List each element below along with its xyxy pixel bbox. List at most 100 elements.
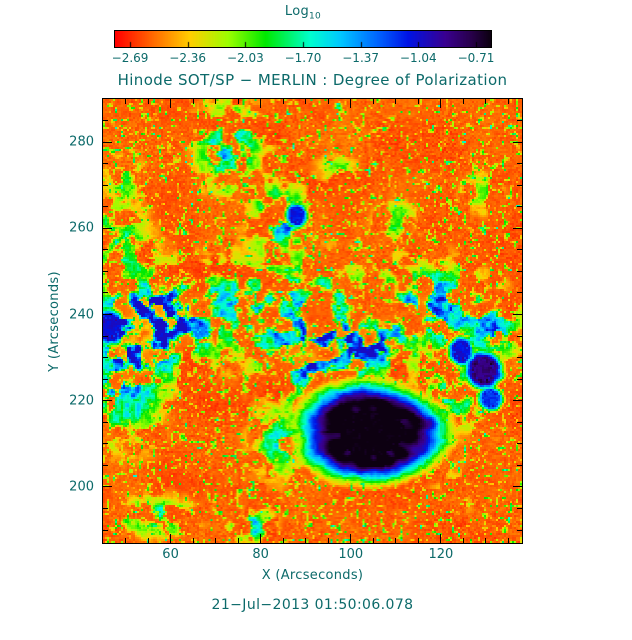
axis-tick <box>417 99 419 104</box>
axis-tick <box>103 292 108 294</box>
axis-tick <box>192 99 194 104</box>
axis-tick <box>103 400 112 402</box>
axis-tick <box>517 206 522 208</box>
colorbar-gradient <box>114 30 492 48</box>
axis-tick <box>327 538 329 543</box>
timestamp: 21−Jul−2013 01:50:06.078 <box>211 597 414 613</box>
x-tick-label: 120 <box>428 547 454 562</box>
axis-tick <box>103 249 108 251</box>
axis-tick <box>125 99 127 104</box>
axis-tick <box>517 163 522 165</box>
axis-tick <box>260 99 262 108</box>
axis-tick <box>517 421 522 423</box>
axis-tick <box>513 141 522 143</box>
axis-tick <box>103 443 108 445</box>
axis-tick <box>103 378 108 380</box>
axis-tick <box>237 99 239 104</box>
axis-tick <box>462 99 464 104</box>
y-tick-label: 280 <box>69 134 94 150</box>
axis-tick <box>517 249 522 251</box>
axis-tick <box>462 538 464 543</box>
axis-tick <box>513 400 522 402</box>
axis-tick <box>147 99 149 104</box>
axis-ticks-layer <box>103 99 522 543</box>
axis-tick <box>103 141 112 143</box>
colorbar-tick-label: −2.36 <box>169 51 207 65</box>
x-axis-tick-labels: 60 80 100 120 <box>103 547 522 563</box>
axis-tick <box>395 99 397 104</box>
axis-tick <box>372 99 374 104</box>
axis-tick <box>440 99 442 108</box>
colorbar-tick-labels: −2.69 −2.36 −2.03 −1.70 −1.37 −1.04 −0.71 <box>111 51 495 66</box>
axis-tick <box>513 314 522 316</box>
axis-tick <box>103 184 108 186</box>
axis-tick <box>517 120 522 122</box>
axis-tick <box>305 538 307 543</box>
colorbar-tick-label: −2.03 <box>226 51 264 65</box>
axis-tick <box>125 538 127 543</box>
axis-tick <box>103 163 108 165</box>
colorbar-tick-label: −0.71 <box>457 51 495 65</box>
axis-tick <box>517 378 522 380</box>
colorbar-title-text: Log <box>284 4 310 19</box>
axis-tick <box>507 538 509 543</box>
axis-tick <box>170 534 172 543</box>
axis-tick <box>517 335 522 337</box>
axis-tick <box>103 357 108 359</box>
colorbar-title-subscript: 10 <box>309 11 322 22</box>
axis-tick <box>517 464 522 466</box>
y-axis-title: Y (Arcseconds) <box>46 270 62 372</box>
y-tick-label: 260 <box>69 220 94 236</box>
axis-tick <box>170 99 172 108</box>
axis-tick <box>517 443 522 445</box>
axis-tick <box>103 227 112 229</box>
y-axis-title-wrap: Y (Arcseconds) <box>44 99 64 543</box>
colorbar-tick-label: −1.37 <box>342 51 380 65</box>
axis-tick <box>305 99 307 104</box>
colorbar-title: Log10 <box>115 4 491 22</box>
axis-tick <box>103 529 108 531</box>
axis-tick <box>517 357 522 359</box>
axis-tick <box>103 314 112 316</box>
axis-tick <box>260 534 262 543</box>
axis-tick <box>485 538 487 543</box>
y-axis-tick-labels: 200 220 240 260 280 <box>56 99 98 543</box>
axis-tick <box>103 206 108 208</box>
axis-tick <box>327 99 329 104</box>
axis-tick <box>517 292 522 294</box>
axis-tick <box>215 538 217 543</box>
axis-tick <box>103 270 108 272</box>
axis-tick <box>350 534 352 543</box>
axis-tick <box>147 538 149 543</box>
axis-tick <box>372 538 374 543</box>
colorbar-tick-label: −2.69 <box>111 51 149 65</box>
axis-tick <box>517 184 522 186</box>
plot-area <box>102 98 523 544</box>
y-tick-label: 240 <box>69 307 94 323</box>
axis-tick <box>517 529 522 531</box>
axis-tick <box>485 99 487 104</box>
x-axis-title: X (Arcseconds) <box>261 568 364 583</box>
y-tick-label: 220 <box>69 393 94 409</box>
axis-tick <box>192 538 194 543</box>
axis-tick <box>517 508 522 509</box>
axis-tick <box>103 120 108 122</box>
chart-title: Hinode SOT/SP − MERLIN : Degree of Polar… <box>117 71 508 89</box>
axis-tick <box>395 538 397 543</box>
y-tick-label: 200 <box>69 479 94 495</box>
axis-tick <box>350 99 352 108</box>
axis-tick <box>103 464 108 466</box>
axis-tick <box>440 534 442 543</box>
axis-tick <box>282 538 284 543</box>
axis-tick <box>517 270 522 272</box>
axis-tick <box>507 99 509 104</box>
axis-tick <box>237 538 239 543</box>
axis-tick <box>513 227 522 229</box>
x-tick-label: 60 <box>162 547 179 562</box>
axis-tick <box>215 99 217 104</box>
axis-tick <box>103 335 108 337</box>
x-tick-label: 100 <box>338 547 364 562</box>
axis-tick <box>103 508 108 509</box>
axis-tick <box>282 99 284 104</box>
